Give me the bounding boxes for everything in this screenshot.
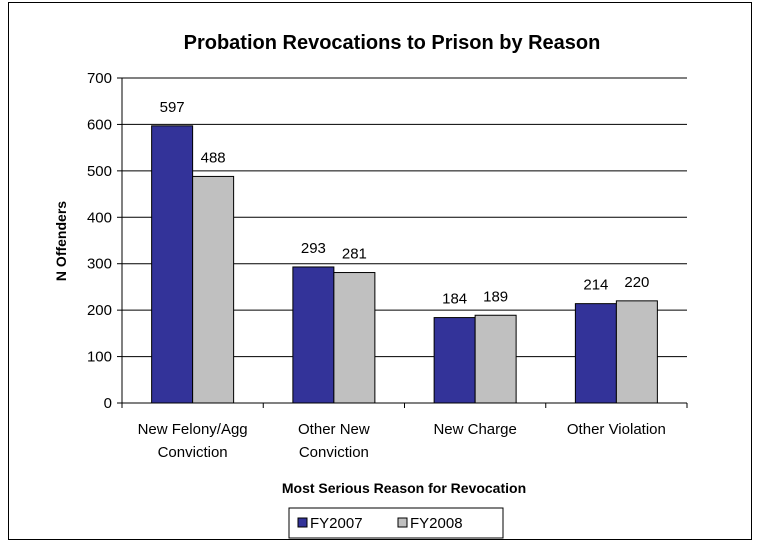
y-tick-label: 200 [87,302,112,319]
y-tick-label: 500 [87,163,112,180]
y-tick-label: 100 [87,349,112,366]
y-tick-label: 600 [87,116,112,133]
bar-fy2007 [292,266,335,404]
x-axis-title: Most Serious Reason for Revocation [282,480,526,496]
data-label: 189 [483,288,508,305]
category-label: Conviction [158,444,228,461]
x-axis-categories: New Felony/Agg Conviction Other New Convict… [138,421,666,461]
data-label: 214 [583,277,608,294]
bar-fy2008 [615,300,658,404]
legend-label: FY2008 [410,515,463,532]
data-label: 220 [624,274,649,291]
category-label: Other Violation [567,421,666,438]
y-tick-label: 700 [87,70,112,87]
y-tick-label: 400 [87,209,112,226]
category-label: Other New [298,421,370,438]
data-label: 488 [201,149,226,166]
bar-fy2007 [151,125,194,404]
category-label: New Felony/Agg [138,421,248,438]
bar-fy2007 [433,317,476,404]
legend: FY2007 FY2008 [288,507,504,539]
legend-label: FY2007 [310,515,363,532]
bar-fy2008 [333,272,376,404]
legend-swatch-fy2007 [297,517,308,528]
bars [151,125,658,404]
y-axis-ticks: 0 100 200 300 400 500 600 700 [87,70,112,412]
data-label: 597 [160,99,185,116]
axes [117,77,688,408]
bar-fy2008 [474,314,517,404]
data-label: 281 [342,246,367,263]
legend-box [288,507,504,539]
category-label: New Charge [433,421,516,438]
bar-fy2008 [192,175,235,404]
legend-swatch-fy2008 [397,517,408,528]
data-labels: 597 488 293 281 184 189 214 220 [160,99,650,308]
chart-title: Probation Revocations to Prison by Reaso… [184,32,601,54]
category-label: Conviction [299,444,369,461]
bar-fy2007 [574,303,617,404]
data-label: 293 [301,240,326,257]
y-tick-label: 0 [104,395,112,412]
y-tick-label: 300 [87,256,112,273]
y-axis-title: N Offenders [53,201,69,281]
data-label: 184 [442,291,467,308]
